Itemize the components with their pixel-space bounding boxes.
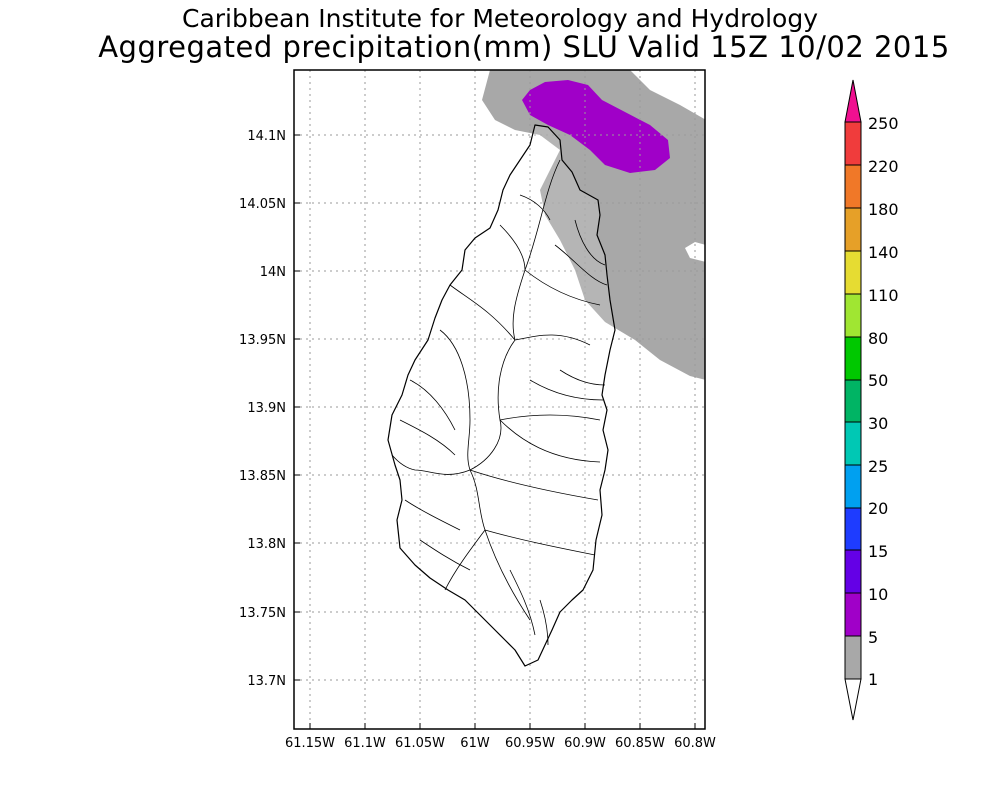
legend-bottom-arrow bbox=[844, 678, 862, 721]
watershed-lines bbox=[391, 159, 608, 646]
legend-swatch bbox=[844, 592, 862, 637]
legend-swatch bbox=[844, 421, 862, 466]
legend-label: 220 bbox=[868, 157, 899, 176]
legend-label: 20 bbox=[868, 499, 888, 518]
legend-swatch bbox=[844, 121, 862, 166]
legend-swatch bbox=[844, 635, 862, 680]
legend-label: 30 bbox=[868, 414, 888, 433]
legend-label: 50 bbox=[868, 371, 888, 390]
legend-label: 5 bbox=[868, 628, 878, 647]
y-axis-labels: 14.1N 14.05N 14N 13.95N 13.9N 13.85N 13.… bbox=[239, 129, 286, 689]
legend-label: 1 bbox=[868, 670, 878, 689]
legend-swatch bbox=[844, 164, 862, 209]
x-tick-label: 60.9W bbox=[564, 736, 606, 751]
island-outline bbox=[387, 124, 616, 667]
legend-label: 250 bbox=[868, 114, 899, 133]
legend-top-arrow bbox=[844, 79, 862, 123]
y-tick-label: 14.05N bbox=[239, 197, 286, 212]
x-tick-label: 61.05W bbox=[395, 736, 445, 751]
legend-label: 25 bbox=[868, 457, 888, 476]
legend-swatch bbox=[844, 293, 862, 338]
precipitation-fields bbox=[482, 70, 705, 380]
legend-label: 10 bbox=[868, 585, 888, 604]
x-axis-labels: 61.15W 61.1W 61.05W 61W 60.95W 60.9W 60.… bbox=[285, 736, 716, 751]
legend-swatch bbox=[844, 207, 862, 252]
y-tick-label: 13.9N bbox=[247, 401, 286, 416]
precip-area-5-10mm bbox=[522, 80, 670, 173]
legend-swatch bbox=[844, 379, 862, 423]
legend-label: 180 bbox=[868, 200, 899, 219]
x-tick-label: 61.15W bbox=[285, 736, 335, 751]
y-tick-label: 13.8N bbox=[247, 537, 286, 552]
title-line-1: Caribbean Institute for Meteorology and … bbox=[182, 4, 818, 33]
y-tick-label: 13.7N bbox=[247, 674, 286, 689]
legend-swatch bbox=[844, 464, 862, 509]
legend-swatch bbox=[844, 336, 862, 381]
plot-frame bbox=[293, 69, 706, 730]
legend-label: 80 bbox=[868, 329, 888, 348]
x-tick-label: 60.8W bbox=[674, 736, 716, 751]
tick-marks bbox=[294, 134, 696, 729]
x-tick-label: 60.85W bbox=[615, 736, 665, 751]
legend-swatch bbox=[844, 250, 862, 295]
y-tick-label: 14N bbox=[260, 265, 286, 280]
y-tick-label: 14.1N bbox=[247, 129, 286, 144]
map-grid bbox=[294, 70, 706, 729]
x-tick-label: 60.95W bbox=[505, 736, 555, 751]
legend-swatch bbox=[844, 507, 862, 551]
legend-label: 110 bbox=[868, 286, 899, 305]
x-tick-label: 61.1W bbox=[344, 736, 386, 751]
legend-swatch bbox=[844, 549, 862, 594]
legend-label: 15 bbox=[868, 542, 888, 561]
color-legend: 250 220 180 140 110 80 50 30 25 20 15 10… bbox=[844, 79, 899, 721]
legend-label: 140 bbox=[868, 243, 899, 262]
title-line-2: Aggregated precipitation(mm) SLU Valid 1… bbox=[98, 30, 950, 64]
y-tick-label: 13.85N bbox=[239, 469, 286, 484]
y-tick-label: 13.95N bbox=[239, 333, 286, 348]
x-tick-label: 61W bbox=[460, 736, 490, 751]
y-tick-label: 13.75N bbox=[239, 606, 286, 621]
